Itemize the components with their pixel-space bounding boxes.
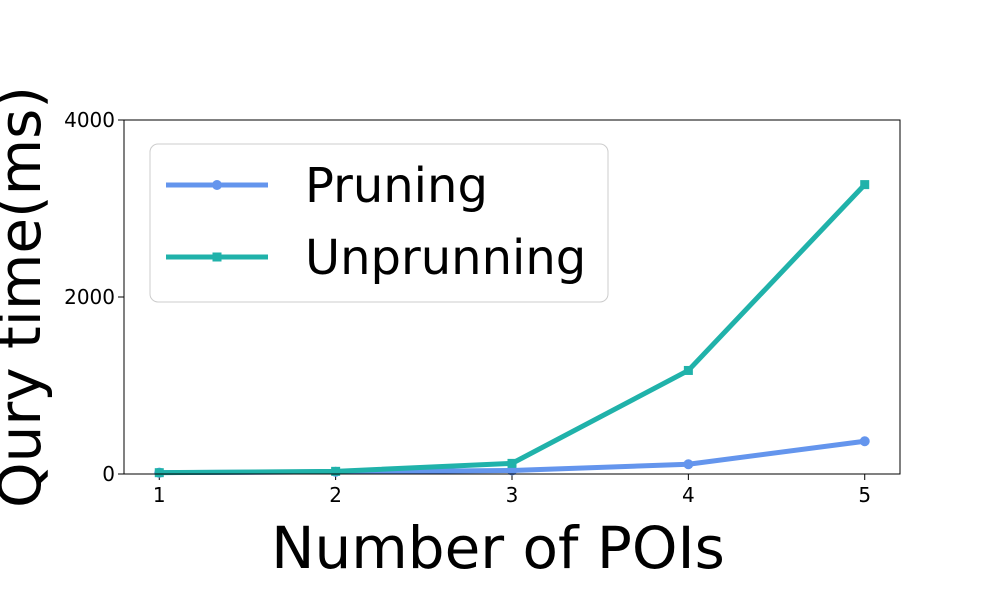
plot-area-frame bbox=[123, 119, 901, 475]
x-tick-label: 3 bbox=[506, 483, 519, 507]
series-1-point bbox=[507, 465, 517, 476]
series-2-point bbox=[331, 466, 341, 476]
series-2-point bbox=[683, 365, 693, 375]
legend-marker-1 bbox=[212, 180, 222, 190]
y-tick-label: 0 bbox=[102, 462, 115, 486]
x-tick-label: 1 bbox=[153, 483, 166, 507]
x-tick-label: 5 bbox=[858, 483, 871, 507]
x-axis-title: Number of POIs bbox=[271, 514, 725, 582]
series-1-point bbox=[683, 459, 694, 470]
legend-label-2: Unprunning bbox=[305, 230, 586, 286]
y-axis-title: Qury time(ms) bbox=[0, 86, 54, 508]
y-axis-ticks: 0 2000 4000 bbox=[64, 108, 124, 486]
series-2-point bbox=[154, 468, 164, 478]
legend-marker-2 bbox=[212, 252, 222, 262]
x-tick-label: 2 bbox=[329, 483, 342, 507]
legend: Pruning Unprunning bbox=[149, 143, 609, 303]
series-2-point bbox=[507, 458, 517, 468]
x-axis-ticks: 1 2 3 4 5 bbox=[153, 474, 871, 507]
series-2-point bbox=[860, 180, 870, 190]
x-tick-label: 4 bbox=[682, 483, 695, 507]
series-1-point bbox=[859, 436, 870, 447]
legend-label-1: Pruning bbox=[305, 158, 488, 214]
y-tick-label: 2000 bbox=[64, 285, 115, 309]
y-tick-label: 4000 bbox=[64, 108, 115, 132]
series-layer bbox=[154, 180, 870, 478]
